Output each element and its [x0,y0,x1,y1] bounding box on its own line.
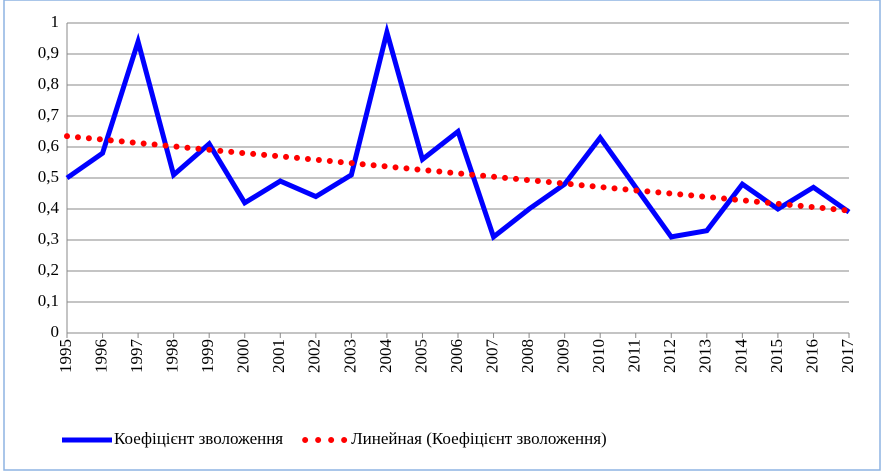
y-tick-label: 0 [51,322,60,341]
x-tick-label: 2003 [340,339,359,373]
x-tick-label: 2011 [625,339,644,372]
x-tick-label: 1996 [91,339,110,373]
x-tick-label: 2012 [660,339,679,373]
x-tick-label: 2014 [731,339,750,374]
chart-frame [3,0,881,471]
x-tick-label: 2002 [305,339,324,373]
series-line [64,133,852,214]
x-tick-label: 1998 [163,339,182,373]
x-tick-label: 2009 [554,339,573,373]
x-tick-label: 2006 [447,339,466,373]
legend-label: Коефіцієнт зволоження [114,429,283,448]
y-tick-label: 0,4 [38,198,60,217]
x-tick-label: 2000 [234,339,253,373]
y-tick-label: 0,7 [38,105,60,124]
x-tick-label: 2001 [269,339,288,373]
y-tick-label: 0,8 [38,74,59,93]
y-tick-label: 0,3 [38,229,59,248]
x-tick-label: 2013 [696,339,715,373]
x-tick-label: 2004 [376,339,395,374]
legend-label: Линейная (Коефіцієнт зволоження) [351,429,607,448]
y-tick-label: 0,9 [38,43,59,62]
series-line [65,22,851,242]
x-tick-label: 2017 [838,339,857,374]
y-tick-label: 1 [51,12,60,31]
y-tick-label: 0,1 [38,291,59,310]
y-tick-label: 0,2 [38,260,59,279]
x-tick-label: 1997 [127,339,146,374]
y-tick-label: 0,5 [38,167,59,186]
x-tick-label: 1995 [56,339,75,373]
y-tick-label: 0,6 [38,136,59,155]
x-tick-label: 2015 [767,339,786,373]
x-tick-label: 2010 [589,339,608,373]
x-tick-label: 2016 [802,339,821,373]
x-tick-label: 2008 [518,339,537,373]
x-tick-label: 2007 [482,339,501,374]
x-tick-label: 2005 [411,339,430,373]
x-tick-label: 1999 [198,339,217,373]
